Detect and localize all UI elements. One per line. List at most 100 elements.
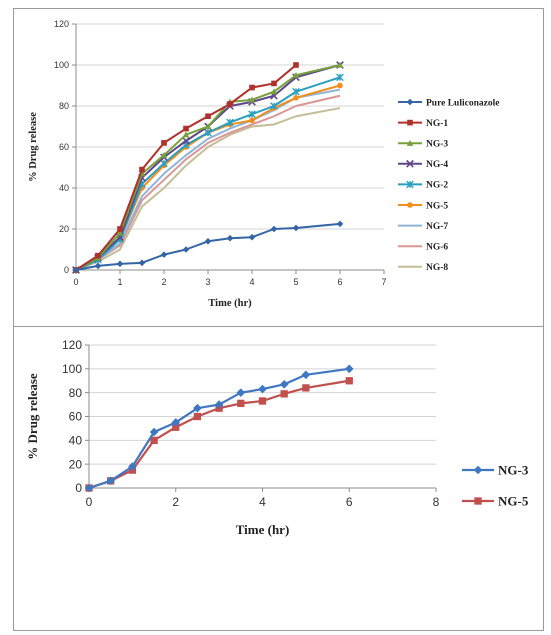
legend-label-6: NG-7 xyxy=(426,222,448,232)
series-1-point-7 xyxy=(227,101,233,107)
y-tick-label-6: 120 xyxy=(54,19,69,29)
legend-marker-0 xyxy=(473,465,483,475)
series-0-point-10 xyxy=(301,370,311,380)
series-1-point-1 xyxy=(95,252,101,259)
series-2-point-9 xyxy=(270,88,278,95)
y-tick-label-5: 100 xyxy=(54,60,69,70)
y-tick-label-2: 40 xyxy=(59,183,69,193)
series-2-point-4 xyxy=(160,151,168,158)
series-2-point-11 xyxy=(336,61,344,68)
x-tick-label-2: 4 xyxy=(259,495,266,509)
x-tick-label-4: 4 xyxy=(249,277,254,287)
y-tick-label-4: 80 xyxy=(59,101,69,111)
legend-label-8: NG-8 xyxy=(426,263,448,273)
series-4-point-4 xyxy=(160,159,168,168)
series-0-point-10 xyxy=(292,224,300,232)
y-tick-label-0: 0 xyxy=(75,481,82,495)
series-4-point-7 xyxy=(226,118,234,127)
series-0-point-11 xyxy=(344,364,354,374)
x-tick-label-5: 5 xyxy=(293,277,298,287)
legend-marker-1 xyxy=(407,119,413,126)
legend-label-4: NG-2 xyxy=(426,181,448,191)
series-1-point-11 xyxy=(345,377,353,385)
y-tick-label-1: 20 xyxy=(69,457,83,471)
series-line-0 xyxy=(75,222,341,271)
series-2-point-10 xyxy=(292,71,300,78)
series-1-point-8 xyxy=(258,397,267,405)
series-0-point-9 xyxy=(279,380,289,389)
y-axis-title: % Drug release xyxy=(25,373,40,460)
y-tick-label-6: 120 xyxy=(62,338,82,352)
series-2-point-8 xyxy=(248,96,256,103)
series-0-point-2 xyxy=(128,462,137,471)
series-1-point-8 xyxy=(249,84,255,91)
legend-label-0: NG-3 xyxy=(498,463,529,478)
legend-label-5: NG-5 xyxy=(426,201,448,211)
series-1-point-4 xyxy=(172,423,180,431)
series-0-point-9 xyxy=(270,225,278,233)
series-1-point-7 xyxy=(237,399,245,408)
legend-marker-3 xyxy=(406,159,414,168)
legend-marker-2 xyxy=(406,139,414,146)
legend-marker-0 xyxy=(406,98,414,106)
y-tick-label-0: 0 xyxy=(64,265,69,275)
series-4-point-11 xyxy=(336,73,344,82)
series-1-point-5 xyxy=(193,412,202,421)
x-tick-label-0: 0 xyxy=(73,277,78,287)
series-4-point-6 xyxy=(204,128,212,137)
series-1-point-6 xyxy=(205,113,211,120)
y-tick-label-2: 40 xyxy=(69,434,83,448)
series-0-point-6 xyxy=(204,238,212,245)
bottom-panel-border xyxy=(13,326,544,631)
series-line-2 xyxy=(75,64,341,271)
x-axis-title: Time (hr) xyxy=(208,298,252,309)
series-2-point-2 xyxy=(116,229,124,236)
top-chart: 0 20 40 60 80 100 120 0 1 2 3 4 5 6 7 Time (hr) % Drug r… xyxy=(28,19,499,309)
legend-marker-5 xyxy=(407,202,413,208)
series-line-0 xyxy=(88,367,350,490)
x-tick-label-3: 3 xyxy=(205,277,210,287)
series-3-point-5 xyxy=(182,136,190,145)
legend-marker-4 xyxy=(406,180,414,189)
y-axis-title: % Drug release xyxy=(28,112,39,182)
series-0-point-0 xyxy=(84,483,94,493)
series-1-point-9 xyxy=(280,390,288,398)
series-1-point-10 xyxy=(302,384,310,392)
series-5-point-11 xyxy=(337,82,343,89)
series-0-point-0 xyxy=(72,266,80,274)
series-0-point-8 xyxy=(258,384,267,394)
series-1-point-3 xyxy=(150,436,158,444)
y-tick-label-5: 100 xyxy=(62,362,82,376)
series-0-point-3 xyxy=(149,427,159,437)
series-0-point-8 xyxy=(248,233,256,241)
legend-label-3: NG-4 xyxy=(426,160,448,170)
series-4-point-9 xyxy=(270,102,278,110)
x-tick-label-4: 8 xyxy=(433,495,440,509)
series-0-point-5 xyxy=(193,403,202,413)
series-1-point-9 xyxy=(271,80,277,87)
series-line-8 xyxy=(75,107,341,271)
series-line-6 xyxy=(75,88,341,271)
series-0-point-11 xyxy=(336,220,344,228)
y-tick-label-1: 20 xyxy=(59,224,69,234)
series-0-point-6 xyxy=(214,400,224,409)
series-0-point-7 xyxy=(226,234,234,242)
series-2-point-5 xyxy=(182,131,190,138)
legend-marker-1 xyxy=(474,497,482,505)
x-tick-label-1: 1 xyxy=(117,277,122,287)
x-axis-title: Time (hr) xyxy=(236,522,290,537)
series-5-point-8 xyxy=(249,117,255,124)
series-4-point-8 xyxy=(248,110,256,118)
series-0-point-2 xyxy=(116,260,124,268)
bottom-chart: 0 20 40 60 80 100 120 0 2 4 6 8 Time (hr) % Drug rele… xyxy=(25,338,529,537)
legend-label-1: NG-1 xyxy=(426,119,448,129)
x-tick-label-2: 2 xyxy=(161,277,166,287)
legend-label-2: NG-3 xyxy=(426,140,448,150)
series-0-point-3 xyxy=(138,259,146,267)
series-line-4 xyxy=(75,76,341,271)
series-1-point-3 xyxy=(139,166,145,173)
y-tick-label-3: 60 xyxy=(59,142,69,152)
series-0-point-4 xyxy=(171,418,181,427)
